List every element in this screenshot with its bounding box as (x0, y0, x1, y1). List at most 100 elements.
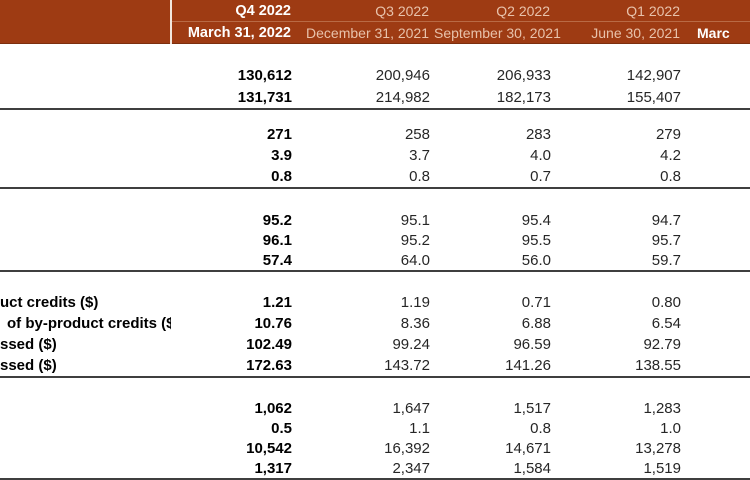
value-cell: 271 (266, 126, 292, 143)
header-vertical-separator (170, 0, 172, 44)
header-row-divider (172, 21, 750, 22)
value-cell: 0.8 (660, 168, 681, 185)
value-cell: 3.9 (271, 147, 292, 164)
table-header-band: Q4 2022 Q3 2022 Q2 2022 Q1 2022 March 31… (0, 0, 750, 44)
header-cell-q1-2022: Q1 2022 (626, 3, 680, 19)
value-cell: 0.8 (530, 419, 551, 437)
value-cell: 0.80 (651, 294, 681, 311)
value-cell: 2,347 (392, 459, 430, 477)
row-label: ssed ($) (0, 357, 57, 374)
section-throughput: 271 258 283 279 3.9 3.7 4.0 4.2 0.8 0.8 … (0, 124, 750, 189)
table-row: 10,542 16,392 14,671 13,278 (0, 438, 750, 458)
value-cell: 0.8 (409, 168, 430, 185)
header-cell-q3-2022: Q3 2022 (375, 3, 429, 19)
header-date-march-31-2022: March 31, 2022 (187, 25, 291, 41)
value-cell: 10.76 (254, 315, 292, 332)
value-cell: 182,173 (496, 88, 551, 106)
table-row: of by-product credits ($) 10.76 8.36 6.8… (0, 313, 750, 334)
value-cell: 155,407 (626, 88, 681, 106)
value-cell: 56.0 (521, 251, 551, 269)
value-cell: 1,584 (513, 459, 551, 477)
value-cell: 1,647 (392, 399, 430, 417)
value-cell: 1,517 (513, 399, 551, 417)
value-cell: 172.63 (246, 357, 292, 374)
value-cell: 200,946 (375, 66, 430, 84)
value-cell: 1,283 (643, 399, 681, 417)
value-cell: 138.55 (635, 357, 681, 374)
value-cell: 4.2 (660, 147, 681, 164)
value-cell: 14,671 (505, 439, 551, 457)
value-cell: 57.4 (262, 251, 292, 269)
value-cell: 141.26 (505, 357, 551, 374)
value-cell: 0.8 (271, 168, 292, 185)
header-date-row: March 31, 2022 December 31, 2021 Septemb… (0, 22, 750, 44)
value-cell: 99.24 (392, 336, 430, 353)
value-cell: 96.1 (262, 231, 292, 249)
value-cell: 1.19 (400, 294, 430, 311)
value-cell: 95.1 (400, 211, 430, 229)
table-row: 131,731 214,982 182,173 155,407 (0, 86, 750, 108)
header-date-clipped: Marc (697, 25, 730, 41)
value-cell: 95.7 (651, 231, 681, 249)
value-cell: 8.36 (400, 315, 430, 332)
table-row: 1,062 1,647 1,517 1,283 (0, 398, 750, 418)
table-row: ssed ($) 172.63 143.72 141.26 138.55 (0, 355, 750, 376)
value-cell: 102.49 (246, 336, 292, 353)
value-cell: 92.79 (643, 336, 681, 353)
value-cell: 95.4 (521, 211, 551, 229)
value-cell: 1,317 (254, 459, 292, 477)
table-row: 130,612 200,946 206,933 142,907 (0, 64, 750, 86)
header-quarter-row: Q4 2022 Q3 2022 Q2 2022 Q1 2022 (0, 0, 750, 22)
value-cell: 95.5 (521, 231, 551, 249)
value-cell: 258 (404, 126, 430, 143)
value-cell: 1,519 (643, 459, 681, 477)
value-cell: 130,612 (237, 66, 292, 84)
value-cell: 6.88 (521, 315, 551, 332)
value-cell: 131,731 (237, 88, 292, 106)
value-cell: 206,933 (496, 66, 551, 84)
section-production: 130,612 200,946 206,933 142,907 131,731 … (0, 64, 750, 110)
table-row: 0.5 1.1 0.8 1.0 (0, 418, 750, 438)
value-cell: 143.72 (384, 357, 430, 374)
row-label: uct credits ($) (0, 294, 99, 311)
value-cell: 6.54 (651, 315, 681, 332)
value-cell: 3.7 (409, 147, 430, 164)
value-cell: 16,392 (384, 439, 430, 457)
table-row: 3.9 3.7 4.0 4.2 (0, 145, 750, 166)
table-row: uct credits ($) 1.21 1.19 0.71 0.80 (0, 292, 750, 313)
row-label: ssed ($) (0, 336, 57, 353)
section-recoveries: 95.2 95.1 95.4 94.7 96.1 95.2 95.5 95.7 … (0, 210, 750, 272)
value-cell: 96.59 (513, 336, 551, 353)
value-cell: 0.5 (271, 419, 292, 437)
table-row: 0.8 0.8 0.7 0.8 (0, 166, 750, 187)
value-cell: 13,278 (635, 439, 681, 457)
table-row: 95.2 95.1 95.4 94.7 (0, 210, 750, 230)
value-cell: 4.0 (530, 147, 551, 164)
table-row: ssed ($) 102.49 99.24 96.59 92.79 (0, 334, 750, 355)
header-date-september-30-2021: September 30, 2021 (434, 25, 561, 41)
section-unit-costs: uct credits ($) 1.21 1.19 0.71 0.80 of b… (0, 292, 750, 378)
value-cell: 10,542 (246, 439, 292, 457)
value-cell: 214,982 (375, 88, 430, 106)
table-row: 1,317 2,347 1,584 1,519 (0, 458, 750, 478)
table-row: 96.1 95.2 95.5 95.7 (0, 230, 750, 250)
value-cell: 94.7 (651, 211, 681, 229)
value-cell: 1.0 (660, 419, 681, 437)
header-date-december-31-2021: December 31, 2021 (306, 25, 429, 41)
value-cell: 279 (655, 126, 681, 143)
value-cell: 142,907 (626, 66, 681, 84)
header-cell-q2-2022: Q2 2022 (496, 3, 550, 19)
table-row: 271 258 283 279 (0, 124, 750, 145)
value-cell: 95.2 (262, 211, 292, 229)
value-cell: 1,062 (254, 399, 292, 417)
value-cell: 0.7 (530, 168, 551, 185)
value-cell: 1.21 (262, 294, 292, 311)
table-row: 57.4 64.0 56.0 59.7 (0, 250, 750, 270)
value-cell: 283 (525, 126, 551, 143)
header-date-june-30-2021: June 30, 2021 (591, 25, 680, 41)
value-cell: 0.71 (521, 294, 551, 311)
section-financials: 1,062 1,647 1,517 1,283 0.5 1.1 0.8 1.0 … (0, 398, 750, 480)
value-cell: 59.7 (651, 251, 681, 269)
value-cell: 1.1 (409, 419, 430, 437)
